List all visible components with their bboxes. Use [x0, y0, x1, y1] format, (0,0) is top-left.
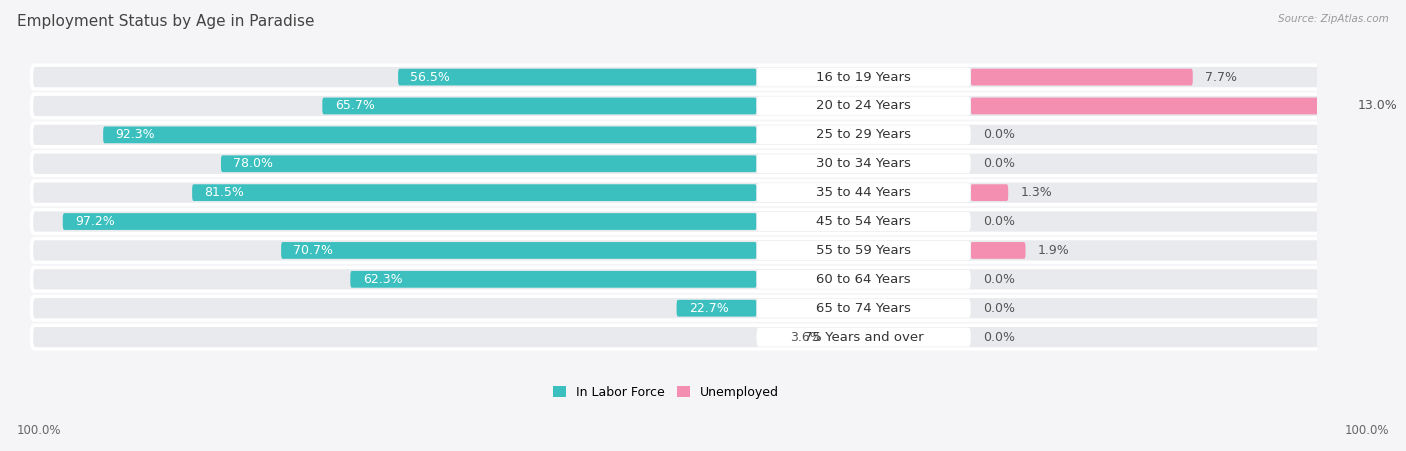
Text: 22.7%: 22.7%: [689, 302, 728, 315]
Text: 20 to 24 Years: 20 to 24 Years: [817, 100, 911, 112]
Text: 30 to 34 Years: 30 to 34 Years: [817, 157, 911, 170]
Text: 0.0%: 0.0%: [983, 157, 1015, 170]
FancyBboxPatch shape: [970, 184, 1008, 201]
Text: 65.7%: 65.7%: [335, 100, 374, 112]
FancyBboxPatch shape: [31, 239, 1406, 262]
FancyBboxPatch shape: [756, 241, 970, 260]
Text: Employment Status by Age in Paradise: Employment Status by Age in Paradise: [17, 14, 315, 28]
FancyBboxPatch shape: [756, 183, 970, 202]
FancyBboxPatch shape: [756, 97, 970, 115]
Text: 55 to 59 Years: 55 to 59 Years: [815, 244, 911, 257]
Text: 45 to 54 Years: 45 to 54 Years: [817, 215, 911, 228]
Text: 62.3%: 62.3%: [363, 273, 402, 286]
Text: 7.7%: 7.7%: [1205, 71, 1237, 83]
FancyBboxPatch shape: [322, 97, 756, 115]
Text: 0.0%: 0.0%: [983, 302, 1015, 315]
FancyBboxPatch shape: [756, 154, 970, 173]
Text: 56.5%: 56.5%: [411, 71, 450, 83]
FancyBboxPatch shape: [31, 94, 1406, 118]
FancyBboxPatch shape: [756, 270, 970, 289]
Text: 13.0%: 13.0%: [1358, 100, 1398, 112]
FancyBboxPatch shape: [756, 212, 970, 231]
Text: 75 Years and over: 75 Years and over: [804, 331, 924, 344]
FancyBboxPatch shape: [31, 210, 1406, 233]
FancyBboxPatch shape: [756, 68, 970, 87]
Text: 0.0%: 0.0%: [983, 331, 1015, 344]
Text: 78.0%: 78.0%: [233, 157, 273, 170]
Text: 100.0%: 100.0%: [17, 424, 62, 437]
FancyBboxPatch shape: [350, 271, 756, 288]
FancyBboxPatch shape: [398, 69, 756, 85]
Text: 92.3%: 92.3%: [115, 129, 155, 141]
Text: 97.2%: 97.2%: [75, 215, 115, 228]
FancyBboxPatch shape: [970, 97, 1346, 115]
Text: 3.6%: 3.6%: [790, 331, 821, 344]
FancyBboxPatch shape: [676, 300, 756, 317]
FancyBboxPatch shape: [31, 152, 1406, 175]
FancyBboxPatch shape: [756, 327, 970, 347]
Text: 81.5%: 81.5%: [204, 186, 245, 199]
Text: 60 to 64 Years: 60 to 64 Years: [817, 273, 911, 286]
Legend: In Labor Force, Unemployed: In Labor Force, Unemployed: [548, 381, 783, 404]
Text: 0.0%: 0.0%: [983, 273, 1015, 286]
Text: 0.0%: 0.0%: [983, 129, 1015, 141]
FancyBboxPatch shape: [221, 156, 756, 172]
FancyBboxPatch shape: [31, 65, 1406, 89]
FancyBboxPatch shape: [31, 181, 1406, 204]
FancyBboxPatch shape: [970, 242, 1025, 259]
Text: 25 to 29 Years: 25 to 29 Years: [815, 129, 911, 141]
FancyBboxPatch shape: [193, 184, 756, 201]
FancyBboxPatch shape: [31, 325, 1406, 349]
Text: 0.0%: 0.0%: [983, 215, 1015, 228]
FancyBboxPatch shape: [63, 213, 756, 230]
Text: 35 to 44 Years: 35 to 44 Years: [817, 186, 911, 199]
FancyBboxPatch shape: [31, 296, 1406, 320]
Text: 70.7%: 70.7%: [294, 244, 333, 257]
FancyBboxPatch shape: [756, 299, 970, 318]
FancyBboxPatch shape: [281, 242, 756, 259]
Text: 1.3%: 1.3%: [1021, 186, 1052, 199]
FancyBboxPatch shape: [31, 267, 1406, 291]
Text: Source: ZipAtlas.com: Source: ZipAtlas.com: [1278, 14, 1389, 23]
Text: 16 to 19 Years: 16 to 19 Years: [817, 71, 911, 83]
Text: 1.9%: 1.9%: [1038, 244, 1070, 257]
FancyBboxPatch shape: [103, 126, 756, 143]
FancyBboxPatch shape: [756, 125, 970, 144]
FancyBboxPatch shape: [31, 123, 1406, 147]
Text: 100.0%: 100.0%: [1344, 424, 1389, 437]
FancyBboxPatch shape: [970, 69, 1192, 85]
Text: 65 to 74 Years: 65 to 74 Years: [817, 302, 911, 315]
